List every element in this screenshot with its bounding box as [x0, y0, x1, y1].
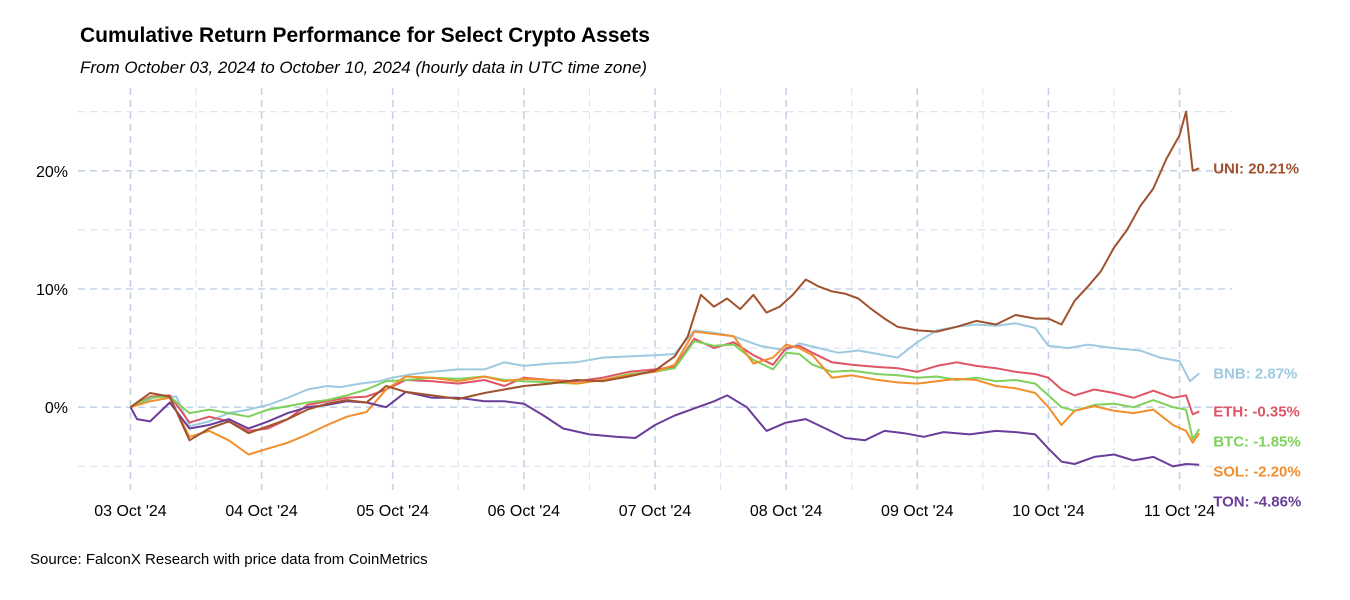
end-labels: UNI: 20.21% BNB: 2.87% ETH: -0.35% BTC: -1.…: [1213, 160, 1301, 510]
x-tick-label: 05 Oct '24: [357, 503, 430, 520]
x-tick-label: 07 Oct '24: [619, 503, 692, 520]
x-tick-label: 10 Oct '24: [1012, 503, 1085, 520]
x-tick-label: 08 Oct '24: [750, 503, 823, 520]
y-tick-label: 20%: [36, 164, 68, 181]
x-tick-label: 11 Oct '24: [1144, 503, 1215, 520]
end-label-ton: TON: -4.86%: [1213, 493, 1301, 510]
end-label-uni: UNI: 20.21%: [1213, 160, 1299, 177]
series-lines: [129, 110, 1201, 468]
chart-title: Cumulative Return Performance for Select…: [80, 24, 650, 47]
end-label-sol: SOL: -2.20%: [1213, 463, 1301, 480]
x-axis-ticks: 03 Oct '24 04 Oct '24 05 Oct '24 06 Oct '24…: [94, 503, 1215, 520]
x-tick-label: 09 Oct '24: [881, 503, 954, 520]
y-axis-ticks: 0% 10% 20%: [36, 164, 68, 417]
chart-subtitle: From October 03, 2024 to October 10, 202…: [80, 58, 647, 77]
y-tick-label: 0%: [45, 400, 68, 417]
x-tick-label: 06 Oct '24: [488, 503, 561, 520]
end-label-eth: ETH: -0.35%: [1213, 403, 1300, 420]
series-line-uni: [129, 110, 1200, 442]
series-line-sol: [130, 330, 1201, 456]
grid-lines: [78, 88, 1232, 490]
end-label-bnb: BNB: 2.87%: [1213, 365, 1297, 382]
series-line-ton: [129, 390, 1200, 468]
x-tick-label: 03 Oct '24: [94, 503, 167, 520]
y-tick-label: 10%: [36, 282, 68, 299]
end-label-btc: BTC: -1.85%: [1213, 433, 1301, 450]
series-line-btc: [130, 340, 1201, 441]
x-tick-label: 04 Oct '24: [225, 503, 298, 520]
source-note: Source: FalconX Research with price data…: [30, 551, 428, 568]
